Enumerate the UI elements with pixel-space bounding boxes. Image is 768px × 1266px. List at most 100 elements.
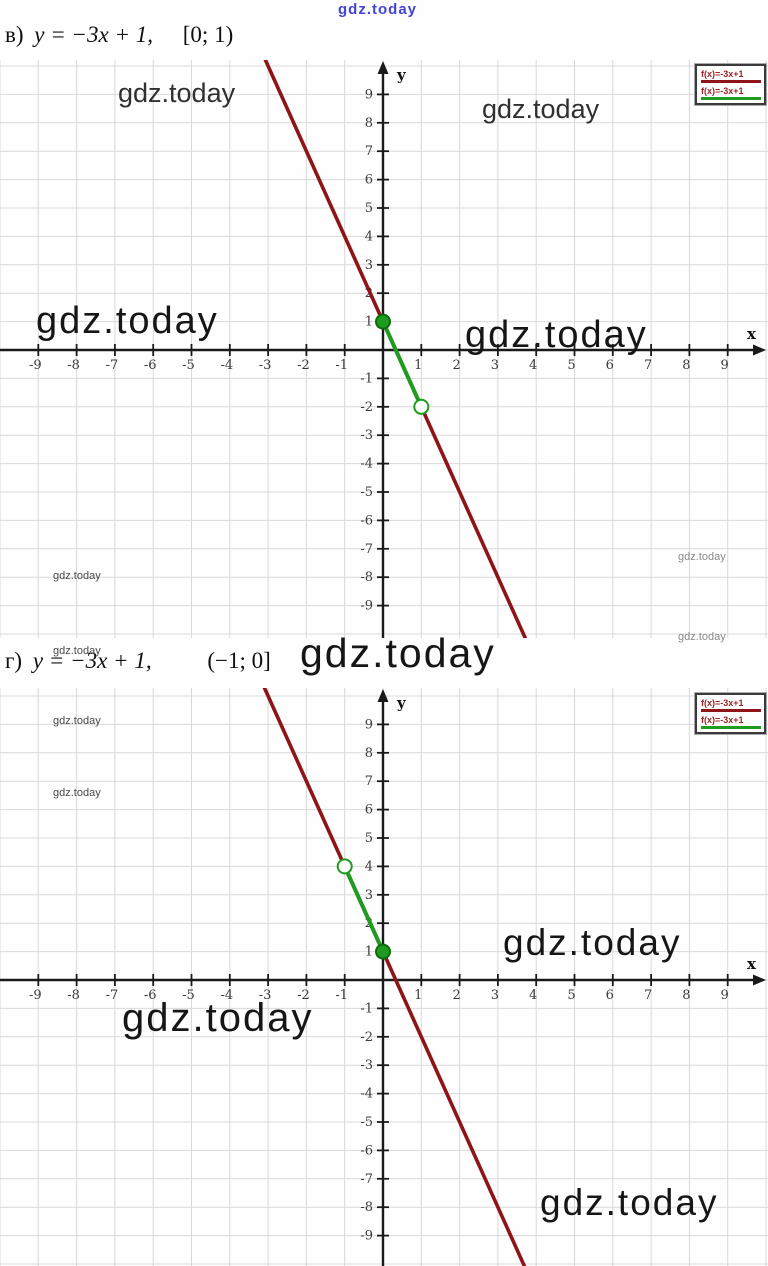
svg-text:-2: -2 [297, 988, 310, 1003]
svg-text:4: 4 [529, 988, 537, 1003]
svg-text:-9: -9 [29, 358, 42, 373]
svg-text:5: 5 [365, 201, 373, 216]
watermark: gdz.today [678, 551, 726, 563]
watermark: gdz.today [53, 787, 101, 799]
svg-text:4: 4 [365, 229, 373, 244]
legend-color-bar-red [701, 709, 761, 712]
legend-color-bar-green [701, 726, 761, 729]
svg-text:-8: -8 [67, 988, 80, 1003]
svg-text:-3: -3 [360, 428, 373, 443]
svg-text:-8: -8 [360, 570, 373, 585]
watermark: gdz.today [122, 996, 314, 1040]
svg-text:y: y [396, 694, 407, 712]
legend-entry: f(x)=-3x+1 [701, 86, 761, 100]
watermark: gdz.today [540, 1182, 719, 1223]
graph-v-svg: y x -9 -8 -7 -6 -5 -4 -3 -2 -1 1 2 3 4 5 6 7 8 9 -9 -8 -7 -6 -5 -… [0, 60, 768, 638]
svg-text:-5: -5 [360, 485, 373, 500]
svg-text:-6: -6 [144, 988, 157, 1003]
legend-label-red: f(x)=-3x+1 [701, 698, 744, 708]
svg-text:-1: -1 [335, 358, 348, 373]
svg-text:x: x [747, 325, 757, 343]
svg-text:-4: -4 [220, 358, 233, 373]
svg-text:-5: -5 [182, 358, 195, 373]
svg-text:-1: -1 [335, 988, 348, 1003]
interval-text: [0; 1) [182, 22, 234, 47]
svg-text:-3: -3 [360, 1058, 373, 1073]
svg-text:7: 7 [365, 774, 373, 789]
svg-text:2: 2 [452, 358, 460, 373]
svg-text:y: y [396, 66, 407, 84]
graph-g-svg: y x -9 -8 -7 -6 -5 -4 -3 -2 -1 1 2 3 4 5 6 7 8 9 -9 -8 -7 -6 -5 -… [0, 688, 768, 1266]
watermark: gdz.today [53, 570, 101, 582]
svg-text:5: 5 [567, 988, 575, 1003]
watermark: gdz.today [503, 922, 682, 963]
svg-text:3: 3 [491, 988, 499, 1003]
svg-text:-9: -9 [29, 988, 42, 1003]
svg-text:9: 9 [365, 717, 373, 732]
section-v-header: в) y = −3x + 1, [0; 1) [5, 22, 233, 48]
svg-text:3: 3 [365, 888, 373, 903]
svg-text:8: 8 [682, 988, 690, 1003]
equation-text: y = −3x + 1, [34, 22, 154, 47]
svg-text:-3: -3 [259, 988, 272, 1003]
svg-text:6: 6 [606, 988, 614, 1003]
svg-text:7: 7 [365, 144, 373, 159]
svg-text:-7: -7 [106, 988, 119, 1003]
svg-text:-6: -6 [360, 513, 373, 528]
svg-text:-1: -1 [360, 371, 373, 386]
graph-v-container: y x -9 -8 -7 -6 -5 -4 -3 -2 -1 1 2 3 4 5 6 7 8 9 -9 -8 -7 -6 -5 -… [0, 60, 768, 638]
svg-text:-4: -4 [360, 1087, 373, 1102]
svg-text:-6: -6 [360, 1143, 373, 1158]
equation-text: y = −3x + 1, [32, 648, 152, 673]
section-g-header: г) y = −3x + 1, (−1; 0] [5, 648, 271, 674]
svg-text:9: 9 [721, 358, 729, 373]
watermark: gdz.today [465, 314, 648, 356]
svg-text:-1: -1 [360, 1001, 373, 1016]
svg-text:6: 6 [365, 803, 373, 818]
watermark: gdz.today [118, 78, 236, 108]
svg-text:-7: -7 [360, 1172, 373, 1187]
svg-text:8: 8 [682, 358, 690, 373]
legend-label-green: f(x)=-3x+1 [701, 715, 744, 725]
watermark: gdz.today [36, 300, 219, 342]
section-label: г) [5, 648, 23, 673]
watermark: gdz.today [678, 631, 726, 643]
svg-text:-9: -9 [360, 1229, 373, 1244]
legend-graph-g: f(x)=-3x+1 f(x)=-3x+1 [694, 692, 767, 735]
site-watermark-top: gdz.today [338, 1, 417, 18]
svg-text:9: 9 [365, 87, 373, 102]
svg-text:-7: -7 [360, 542, 373, 557]
svg-text:6: 6 [606, 358, 614, 373]
svg-text:-5: -5 [182, 988, 195, 1003]
legend-entry: f(x)=-3x+1 [701, 715, 761, 729]
svg-text:9: 9 [721, 988, 729, 1003]
svg-text:8: 8 [365, 746, 373, 761]
svg-text:1: 1 [414, 988, 422, 1003]
legend-entry: f(x)=-3x+1 [701, 69, 761, 83]
interval-text: (−1; 0] [207, 648, 271, 673]
svg-text:-8: -8 [67, 358, 80, 373]
section-label: в) [5, 22, 24, 47]
legend-color-bar-green [701, 97, 761, 100]
svg-text:1: 1 [365, 945, 373, 960]
svg-text:-7: -7 [106, 358, 119, 373]
svg-text:-5: -5 [360, 1115, 373, 1130]
svg-text:-3: -3 [259, 358, 272, 373]
legend-label-green: f(x)=-3x+1 [701, 86, 744, 96]
legend-graph-v: f(x)=-3x+1 f(x)=-3x+1 [694, 63, 767, 106]
svg-text:1: 1 [414, 358, 422, 373]
svg-text:-8: -8 [360, 1200, 373, 1215]
svg-text:7: 7 [644, 358, 652, 373]
legend-entry: f(x)=-3x+1 [701, 698, 761, 712]
svg-text:-4: -4 [220, 988, 233, 1003]
svg-text:-2: -2 [297, 358, 310, 373]
watermark: gdz.today [300, 630, 496, 676]
svg-text:-6: -6 [144, 358, 157, 373]
svg-text:8: 8 [365, 116, 373, 131]
svg-text:4: 4 [365, 859, 373, 874]
graph-g-container: y x -9 -8 -7 -6 -5 -4 -3 -2 -1 1 2 3 4 5 6 7 8 9 -9 -8 -7 -6 -5 -… [0, 688, 768, 1266]
svg-text:3: 3 [365, 258, 373, 273]
legend-color-bar-red [701, 80, 761, 83]
svg-text:4: 4 [529, 358, 537, 373]
